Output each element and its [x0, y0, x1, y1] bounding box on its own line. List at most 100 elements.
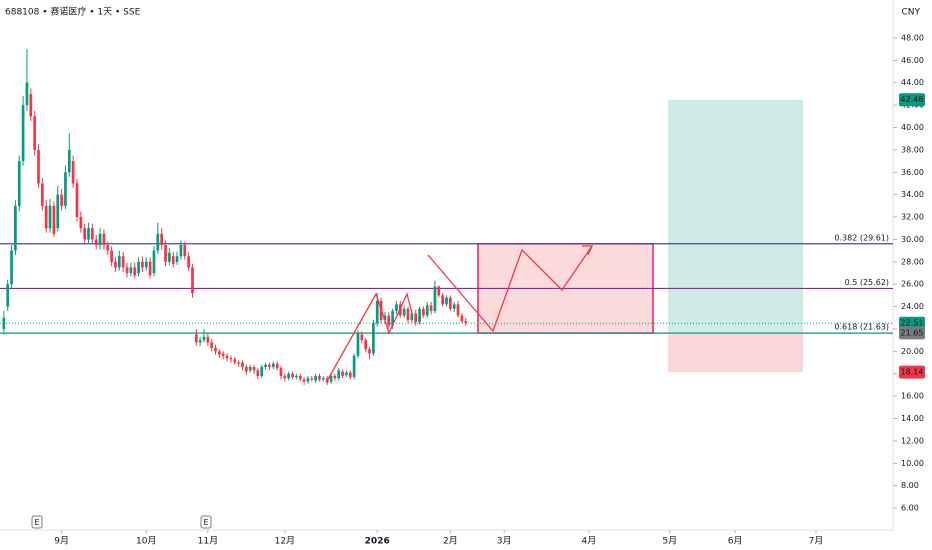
candle-body: [40, 183, 44, 206]
candle-body: [171, 256, 175, 265]
candle-body: [48, 205, 52, 229]
candle-body: [279, 368, 283, 376]
y-tick-label: 24.00: [901, 302, 924, 311]
y-tick-label: 16.00: [901, 392, 924, 401]
candle-body: [125, 267, 129, 273]
y-tick-label: 38.00: [901, 145, 924, 154]
candle-body: [14, 205, 17, 251]
candle-body: [198, 340, 202, 343]
candle-body: [121, 256, 125, 268]
candle-body: [60, 194, 63, 206]
candle-body: [318, 375, 321, 380]
candle-body: [414, 313, 418, 323]
x-tick-label: 2026: [365, 537, 390, 547]
candle-body: [6, 284, 10, 307]
candle-body: [10, 250, 13, 285]
axes: 6.008.0010.0012.0014.0016.0018.0020.0022…: [31, 33, 925, 547]
x-tick-label: 5月: [662, 536, 677, 547]
candle-body: [429, 305, 433, 312]
price-label-box: [899, 365, 925, 379]
candle-body: [291, 373, 294, 378]
candle-body: [52, 205, 56, 234]
fib-label: 0.382 (29.61): [834, 233, 889, 242]
candle-body: [98, 233, 102, 246]
x-tick-label: 9月: [54, 536, 69, 547]
candle-body: [56, 194, 60, 229]
chart-title: 688108 • 赛诺医疗 • 1天 • SSE: [5, 6, 141, 18]
y-tick-label: 10.00: [901, 459, 924, 468]
candle-body: [283, 375, 287, 379]
candle-body: [298, 375, 302, 380]
candle-body: [383, 315, 387, 320]
candle-body: [441, 295, 444, 305]
y-tick-label: 8.00: [901, 481, 919, 490]
candle-body: [156, 233, 160, 251]
y-tick-label: 40.00: [901, 123, 924, 132]
candle-body: [191, 267, 194, 294]
event-label: E: [203, 518, 208, 527]
candle-body: [144, 261, 148, 268]
candle-body: [375, 300, 379, 324]
candle-body: [348, 372, 352, 378]
y-tick-label: 48.00: [901, 33, 924, 42]
candle-body: [352, 355, 356, 378]
x-tick-label: 2月: [443, 536, 458, 547]
candle-body: [406, 308, 410, 320]
candle-body: [71, 161, 75, 184]
y-tick-label: 28.00: [901, 257, 924, 266]
x-tick-label: 3月: [497, 536, 512, 547]
x-tick-label: 11月: [198, 536, 218, 547]
candle-body: [25, 82, 29, 106]
candle-body: [456, 304, 460, 316]
candle-body: [187, 256, 190, 268]
candle-body: [94, 239, 98, 246]
candle-body: [79, 217, 83, 229]
candle-body: [275, 363, 279, 369]
price-label: 42.48: [901, 95, 924, 104]
candle-body: [302, 379, 306, 382]
zigzag: [326, 292, 413, 382]
candle-body: [67, 149, 71, 173]
candle-body: [422, 308, 425, 316]
candle-body: [356, 333, 360, 356]
candle-body: [210, 342, 214, 348]
candle-body: [164, 245, 167, 262]
candle-body: [29, 93, 33, 117]
candle-body: [175, 256, 179, 262]
candle-body: [141, 261, 144, 268]
price-label: 18.14: [901, 368, 924, 377]
candle-body: [206, 336, 210, 343]
candle-body: [241, 362, 244, 368]
y-tick-label: 6.00: [901, 504, 919, 513]
candle-body: [17, 161, 21, 206]
y-tick-label: 26.00: [901, 280, 924, 289]
candle-body: [368, 349, 371, 354]
candle-body: [445, 297, 448, 305]
candle-body: [87, 228, 90, 240]
fib-label: 0.5 (25.62): [845, 278, 889, 287]
candle-body: [168, 252, 171, 262]
price-label: 22.51: [901, 319, 924, 328]
y-tick-label: 32.00: [901, 213, 924, 222]
candle-body: [314, 375, 317, 381]
candle-body: [117, 256, 121, 268]
candle-body: [345, 372, 348, 375]
candle-body: [229, 358, 233, 360]
event-marker: [31, 515, 43, 529]
candle-body: [137, 261, 140, 273]
candle-body: [64, 172, 67, 206]
candle-body: [364, 340, 368, 350]
candle-body: [264, 364, 267, 368]
candle-body: [464, 321, 468, 324]
y-tick-label: 46.00: [901, 56, 924, 65]
candle-body: [129, 267, 133, 273]
event-marker: [200, 515, 212, 529]
candle-body: [248, 367, 252, 371]
candle-body: [218, 351, 221, 355]
x-tick-label: 12月: [275, 536, 295, 547]
candle-body: [395, 304, 398, 312]
candle-body: [341, 371, 344, 376]
candle-body: [310, 378, 314, 380]
